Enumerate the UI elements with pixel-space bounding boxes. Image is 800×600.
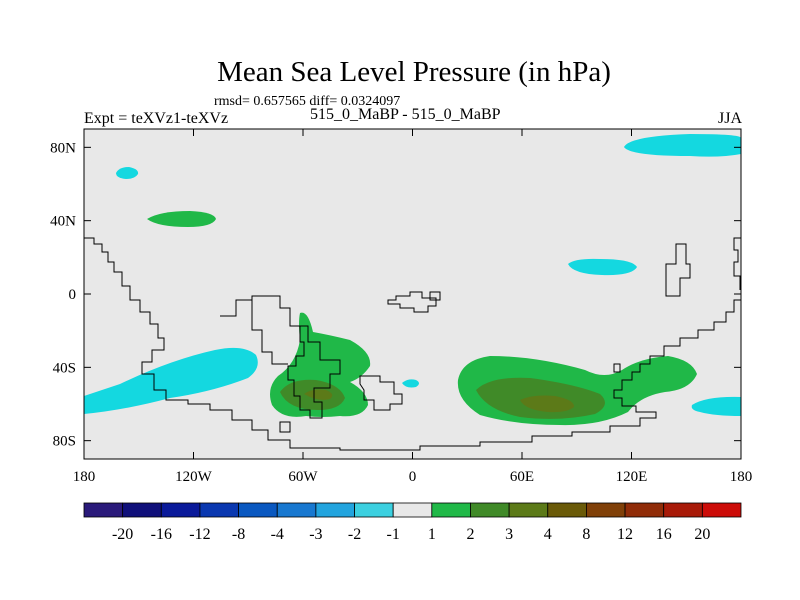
x-tick-label: 180: [730, 469, 753, 485]
colorbar-swatch: [122, 502, 162, 518]
x-tick-label: 120W: [175, 469, 213, 485]
coastline-southern-strip: [279, 421, 291, 433]
y-tick-label: 40N: [50, 214, 76, 230]
colorbar-swatch: [199, 502, 239, 518]
coastline-ne-asia: [733, 237, 741, 290]
colorbar-label: 4: [544, 526, 552, 543]
field-indian-ocean-centre: [520, 395, 575, 413]
y-tick-label: 80S: [53, 434, 76, 450]
colorbar-label: -1: [387, 526, 400, 543]
colorbar-label: -12: [189, 526, 210, 543]
colorbar-label: 3: [505, 526, 513, 543]
season-label: JJA: [717, 110, 742, 127]
colorbar-swatch: [508, 502, 549, 518]
colorbar-swatch: [238, 502, 278, 518]
colorbar-label: 20: [694, 526, 710, 543]
colorbar-swatch: [663, 502, 703, 518]
experiment-label: Expt = teXVz1-teXVz: [84, 110, 229, 127]
colorbar-swatch: [701, 502, 742, 518]
colorbar-label: -2: [348, 526, 361, 543]
stats-line: rmsd= 0.657565 diff= 0.0324097: [214, 94, 401, 109]
colorbar-swatch: [315, 502, 355, 518]
colorbar-label: -16: [151, 526, 172, 543]
x-tick-label: 60W: [288, 469, 318, 485]
field-north-pacific: [147, 211, 216, 227]
period-label: 515_0_MaBP - 515_0_MaBP: [310, 106, 501, 123]
coastline-africa-outline: [387, 291, 437, 313]
field-south-atlantic-spot: [402, 379, 419, 388]
x-tick-label: 120E: [616, 469, 648, 485]
y-tick-label: 40S: [53, 360, 76, 376]
coastline-continent-west: [84, 237, 741, 451]
coastline-peninsula: [251, 300, 288, 365]
field-south-pacific-negative: [84, 347, 258, 414]
colorbar-label: -20: [112, 526, 133, 543]
axis-layer: 180 120W 60W 0 60E 120E 180 80N 40N 0 40S 80S: [50, 129, 752, 485]
colorbar: -20 -16 -12 -8 -4 -3 -2 -1 1 2 3 4 8 12 16 20: [83, 502, 742, 543]
field-south-atlantic-centre: [304, 389, 333, 400]
y-tick-label: 0: [69, 287, 77, 303]
colorbar-label: -8: [232, 526, 245, 543]
field-layer: [84, 134, 741, 426]
colorbar-label: -3: [309, 526, 322, 543]
colorbar-label: 2: [466, 526, 474, 543]
colorbar-label: -4: [271, 526, 284, 543]
colorbar-swatch: [276, 502, 317, 518]
colorbar-label: 16: [656, 526, 672, 543]
colorbar-swatch: [470, 502, 510, 518]
colorbar-swatch: [354, 502, 394, 518]
colorbar-swatch: [160, 502, 201, 518]
field-sw-pacific-negative: [691, 396, 741, 416]
y-tick-label: 80N: [50, 140, 76, 156]
x-tick-label: 0: [409, 469, 417, 485]
colorbar-swatch: [586, 502, 626, 518]
coastline-east-island: [613, 363, 621, 373]
field-western-pacific-negative: [568, 258, 637, 276]
colorbar-label: 8: [582, 526, 590, 543]
coastline-south-america: [220, 295, 341, 419]
x-tick-label: 60E: [510, 469, 534, 485]
coastline-pacific-island: [665, 243, 691, 297]
colorbar-label: 1: [428, 526, 436, 543]
field-ne-pacific-negative: [116, 167, 139, 179]
colorbar-swatch: [83, 502, 124, 518]
colorbar-swatch: [392, 502, 433, 518]
plot-background: [84, 129, 741, 459]
chart-title: Mean Sea Level Pressure (in hPa): [217, 56, 611, 88]
x-tick-label: 180: [73, 469, 96, 485]
colorbar-label: 12: [617, 526, 633, 543]
coastline-atlantic-island: [359, 375, 403, 411]
field-arctic-negative: [624, 134, 741, 157]
colorbar-swatch: [624, 502, 665, 518]
colorbar-swatch: [547, 502, 587, 518]
colorbar-swatch: [431, 502, 471, 518]
coastline-small-island: [429, 291, 441, 301]
coastlines: [84, 237, 741, 451]
